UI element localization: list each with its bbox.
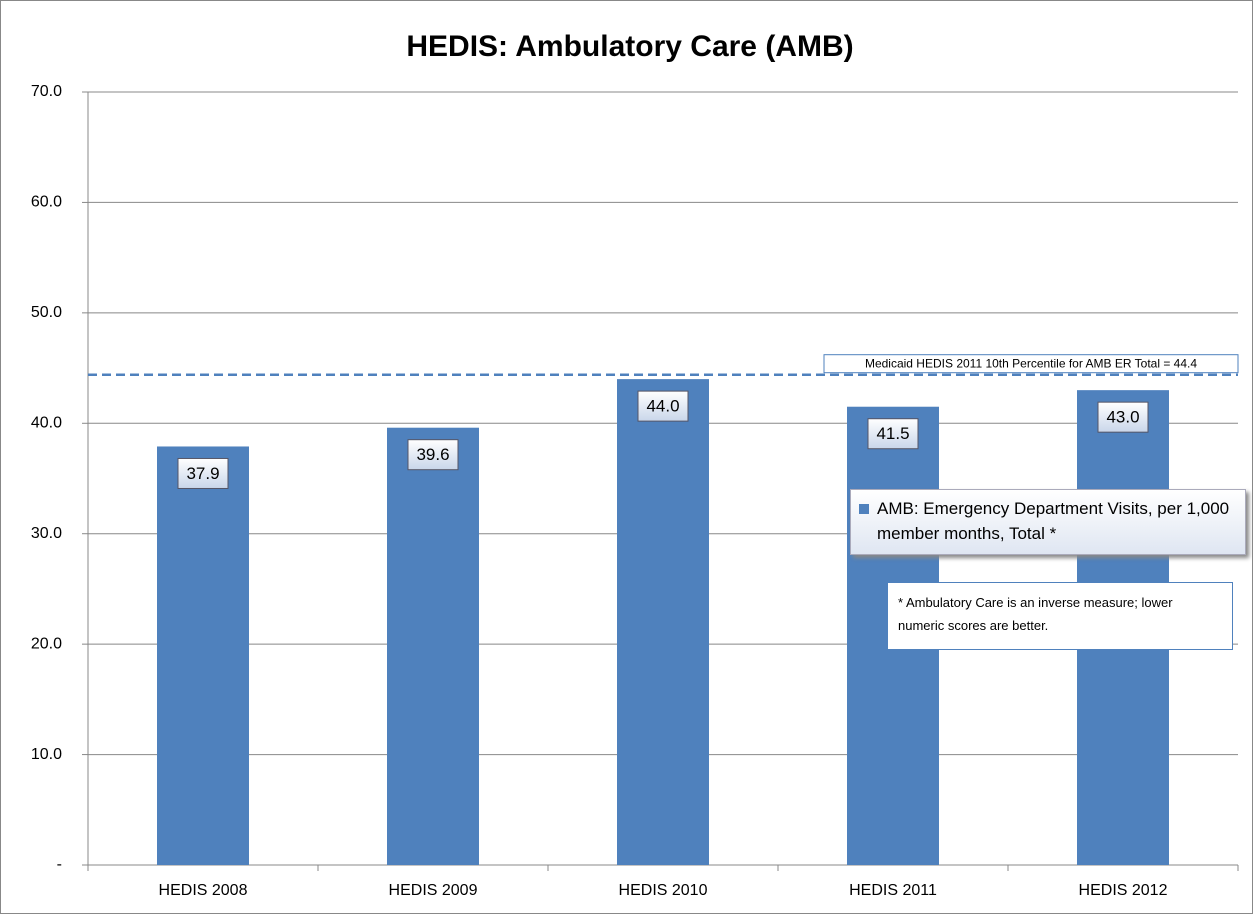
data-label-box <box>177 457 229 489</box>
legend-swatch <box>859 504 869 514</box>
data-label: 37.9 <box>186 464 219 483</box>
data-label: 43.0 <box>1106 408 1139 427</box>
y-tick-label: 60.0 <box>31 194 62 211</box>
x-tick-label: HEDIS 2008 <box>159 882 248 899</box>
data-label: 44.0 <box>646 397 679 416</box>
annotation: * Ambulatory Care is an inverse measure;… <box>887 582 1233 650</box>
data-label: 41.5 <box>876 424 909 443</box>
legend-label: AMB: Emergency Department Visits, per 1,… <box>877 499 1230 543</box>
x-tick-label: HEDIS 2009 <box>389 882 478 899</box>
legend: AMB: Emergency Department Visits, per 1,… <box>850 489 1246 555</box>
bar <box>387 427 479 865</box>
data-label-box <box>1097 401 1149 433</box>
reference-label: Medicaid HEDIS 2011 10th Percentile for … <box>865 356 1197 370</box>
x-tick-label: HEDIS 2011 <box>849 882 937 899</box>
reference-label-box <box>823 354 1239 374</box>
x-tick-label: HEDIS 2010 <box>619 882 708 899</box>
data-label-box <box>867 418 919 450</box>
y-tick-label: - <box>57 856 62 873</box>
y-tick-label: 10.0 <box>31 746 62 763</box>
y-tick-label: 30.0 <box>31 525 62 542</box>
y-tick-label: 70.0 <box>31 83 62 100</box>
data-label: 39.6 <box>416 445 449 464</box>
data-label-box <box>637 390 689 422</box>
y-tick-label: 50.0 <box>31 304 62 321</box>
x-tick-label: HEDIS 2012 <box>1079 882 1168 899</box>
bar <box>617 379 709 865</box>
data-label-box <box>407 439 459 471</box>
y-tick-label: 20.0 <box>31 635 62 652</box>
bar <box>157 446 249 865</box>
chart-title: HEDIS: Ambulatory Care (AMB) <box>406 30 853 63</box>
y-tick-label: 40.0 <box>31 415 62 432</box>
